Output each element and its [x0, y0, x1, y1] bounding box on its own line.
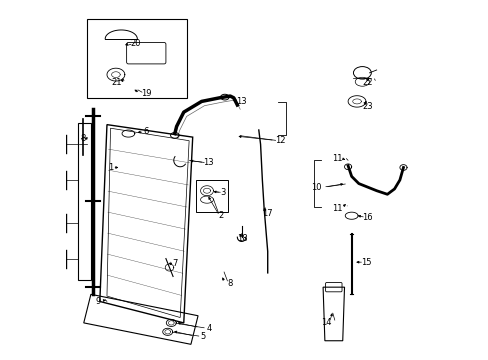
Text: 7: 7	[172, 260, 177, 269]
Text: 8: 8	[227, 279, 232, 288]
Text: 4: 4	[206, 324, 211, 333]
Text: 18: 18	[237, 234, 247, 243]
Text: 10: 10	[310, 183, 321, 192]
Text: 2: 2	[218, 211, 224, 220]
Text: 15: 15	[360, 258, 370, 267]
Text: 21: 21	[111, 78, 122, 87]
Text: 3: 3	[220, 188, 225, 197]
Text: 14: 14	[321, 318, 331, 327]
Text: 11: 11	[331, 154, 342, 163]
Text: 5: 5	[201, 332, 205, 341]
Text: 13: 13	[235, 97, 246, 106]
Text: 13: 13	[203, 158, 214, 167]
Text: 1: 1	[108, 163, 113, 172]
Text: 19: 19	[141, 89, 151, 98]
Text: 8: 8	[80, 134, 85, 143]
Bar	[87, 19, 187, 98]
Text: 23: 23	[362, 102, 372, 111]
Text: 20: 20	[130, 39, 141, 48]
Text: 17: 17	[262, 210, 272, 219]
Text: 11: 11	[331, 204, 342, 213]
Bar	[196, 180, 228, 212]
Text: 9: 9	[95, 297, 101, 306]
Text: 6: 6	[143, 127, 149, 136]
Text: 16: 16	[362, 213, 372, 222]
Text: 12: 12	[274, 136, 285, 145]
Text: 22: 22	[362, 78, 372, 87]
